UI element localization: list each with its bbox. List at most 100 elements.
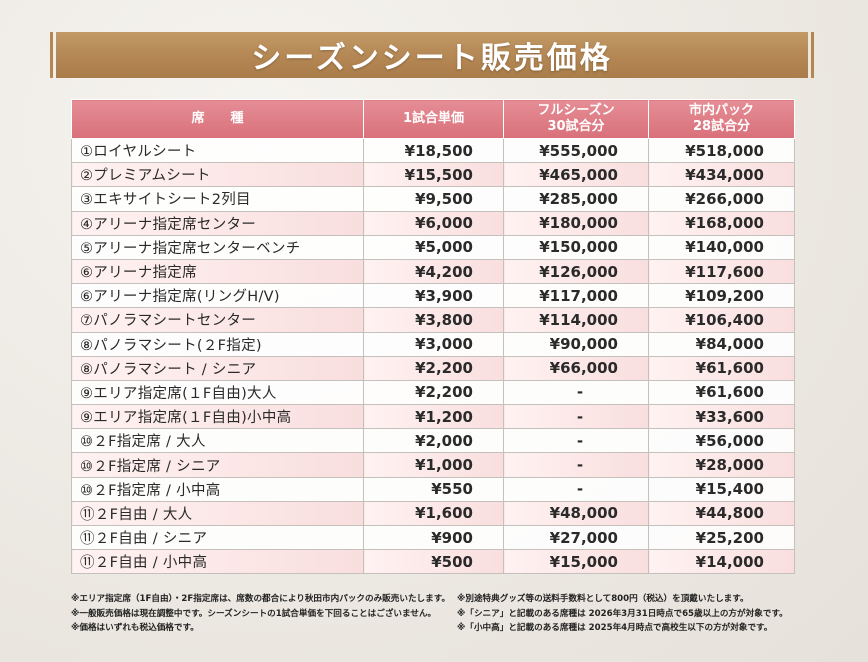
full-season-price-cell: - [503,379,649,406]
city-pack-price-cell: ¥434,000 [648,162,795,188]
full-season-price-cell: - [503,404,649,430]
note-line: ※価格はいずれも税込価格です。 [71,623,199,633]
note-line: ※別途特典グッズ等の送料手数料として800円（税込）を頂戴いたします。 [457,594,749,604]
city-pack-price-cell: ¥61,600 [648,355,795,381]
table-row: ⑨エリア指定席(１F自由)小中高 ¥1,200- ¥33,600 [71,404,795,430]
header-city-pack-line2: 28試合分 [692,119,751,134]
header-full-season-line2: 30試合分 [547,119,605,134]
table-row: ⑪２F自由 / シニア ¥900 ¥27,000 ¥25,200 [71,524,795,551]
table-row: ⑨エリア指定席(１F自由)大人 ¥2,200- ¥61,600 [71,379,795,406]
table-row: ⑤アリーナ指定席センターベンチ ¥5,000 ¥150,000 ¥140,000 [71,234,795,260]
city-pack-price-cell: ¥117,600 [648,258,795,285]
banner-left-stripe [50,32,53,78]
table-row: ⑧パノラマシート / シニア ¥2,200 ¥66,000 ¥61,600 [71,355,795,381]
notes-left: ※エリア指定席（1F自由）・2F指定席は、席数の都合により秋田市内パックのみ販売… [71,592,450,636]
header-seat-type: 席 種 [71,99,364,139]
city-pack-price-cell: ¥25,200 [648,524,795,551]
seat-name-cell: ⑪２F自由 / シニア [71,524,364,551]
header-full-season: フルシーズン 30試合分 [503,99,649,139]
header-full-season-line1: フルシーズン [537,103,615,118]
full-season-price-cell: ¥117,000 [503,283,649,309]
table-row: ④アリーナ指定席センター ¥6,000 ¥180,000 ¥168,000 [71,210,795,236]
table-row: ⑩２F指定席 / シニア ¥1,000- ¥28,000 [71,452,795,478]
table-row: ⑦パノラマシートセンター ¥3,800 ¥114,000 ¥106,400 [71,307,795,333]
seat-name-cell: ⑥アリーナ指定席(リングH/V) [71,283,364,309]
city-pack-price-cell: ¥15,400 [648,476,795,502]
page-title: シーズンシート販売価格 [251,41,613,76]
full-season-price-cell: ¥15,000 [503,549,649,575]
seat-name-cell: ⑨エリア指定席(１F自由)小中高 [71,404,364,430]
note-line: ※エリア指定席（1F自由）・2F指定席は、席数の都合により秋田市内パックのみ販売… [71,594,451,604]
table-row: ①ロイヤルシート ¥18,500 ¥555,000 ¥518,000 [71,137,795,164]
seat-name-cell: ⑧パノラマシート / シニア [71,355,364,381]
notes-right: ※別途特典グッズ等の送料手数料として800円（税込）を頂戴いたします。 ※「シニア… [457,592,788,636]
full-season-price-cell: ¥285,000 [503,186,649,212]
single-price-cell: ¥1,600 [363,500,504,527]
note-line: ※「シニア」と記載のある席種は 2026年3月31日時点で65歳以上の方が対象で… [457,608,788,619]
city-pack-price-cell: ¥14,000 [648,549,795,575]
table-row: ⑥アリーナ指定席 ¥4,200 ¥126,000 ¥117,600 [71,258,795,285]
table-row: ⑥アリーナ指定席(リングH/V) ¥3,900 ¥117,000 ¥109,200 [71,283,795,309]
city-pack-price-cell: ¥84,000 [648,331,795,357]
full-season-price-cell: ¥90,000 [503,331,649,357]
city-pack-price-cell: ¥168,000 [648,210,795,236]
city-pack-price-cell: ¥56,000 [648,428,795,454]
table-row: ②プレミアムシート ¥15,500 ¥465,000 ¥434,000 [71,162,795,188]
table-row: ③エキサイトシート2列目 ¥9,500 ¥285,000 ¥266,000 [71,186,795,212]
header-city-pack-line1: 市内パック [688,103,754,118]
full-season-price-cell: ¥126,000 [503,258,649,285]
full-season-price-cell: - [503,428,649,454]
seat-name-cell: ⑪２F自由 / 大人 [71,500,364,527]
title-banner: シーズンシート販売価格 [50,32,814,78]
header-city-pack: 市内パック 28試合分 [648,99,795,139]
full-season-price-cell: ¥465,000 [503,162,649,188]
banner-right-stripe [811,32,814,78]
table-row: ⑧パノラマシート(２F指定) ¥3,000 ¥90,000 ¥84,000 [71,331,795,357]
city-pack-price-cell: ¥140,000 [648,234,795,260]
full-season-price-cell: ¥555,000 [503,137,649,164]
single-price-cell: ¥2,200 [363,379,504,406]
seat-name-cell: ①ロイヤルシート [71,137,364,164]
full-season-price-cell: ¥27,000 [503,524,649,551]
seat-name-cell: ⑦パノラマシートセンター [71,307,364,333]
table-header-row: 席 種 1試合単価 フルシーズン 30試合分 市内パック 28試合分 [71,99,795,139]
seat-name-cell: ⑩２F指定席 / シニア [71,452,364,478]
city-pack-price-cell: ¥518,000 [648,137,795,164]
price-table-body: ①ロイヤルシート ¥18,500 ¥555,000 ¥518,000 ②プレミアムシート… [71,137,795,575]
city-pack-price-cell: ¥109,200 [648,283,795,309]
table-row: ⑪２F自由 / 大人 ¥1,600 ¥48,000 ¥44,800 [71,500,795,527]
full-season-price-cell: - [503,452,649,478]
seat-name-cell: ⑩２F指定席 / 小中高 [71,476,364,502]
single-price-cell: ¥15,500 [363,162,504,188]
full-season-price-cell: ¥180,000 [503,210,649,236]
city-pack-price-cell: ¥106,400 [648,307,795,333]
single-price-cell: ¥500 [363,549,504,575]
city-pack-price-cell: ¥61,600 [648,379,795,406]
single-price-cell: ¥3,800 [363,307,504,333]
table-row: ⑩２F指定席 / 小中高 ¥550- ¥15,400 [71,476,795,502]
city-pack-price-cell: ¥266,000 [648,186,795,212]
single-price-cell: ¥2,000 [363,428,504,454]
note-line: ※一般販売価格は現在調整中です。シーズンシートの1試合単価を下回ることはございま… [71,608,437,619]
seat-name-cell: ⑥アリーナ指定席 [71,258,364,285]
city-pack-price-cell: ¥28,000 [648,452,795,478]
single-price-cell: ¥18,500 [363,137,504,164]
single-price-cell: ¥4,200 [363,258,504,285]
seat-name-cell: ②プレミアムシート [71,162,364,188]
seat-name-cell: ⑤アリーナ指定席センターベンチ [71,234,364,260]
table-row: ⑩２F指定席 / 大人 ¥2,000- ¥56,000 [71,428,795,454]
seat-name-cell: ⑧パノラマシート(２F指定) [71,331,364,357]
full-season-price-cell: - [503,476,649,502]
city-pack-price-cell: ¥33,600 [648,404,795,430]
single-price-cell: ¥2,200 [363,355,504,381]
note-line: ※「小中高」と記載のある席種は 2025年4月時点で高校生以下の方が対象です。 [457,623,773,633]
single-price-cell: ¥1,000 [363,452,504,478]
single-price-cell: ¥9,500 [363,186,504,212]
seat-name-cell: ⑩２F指定席 / 大人 [71,428,364,454]
single-price-cell: ¥3,000 [363,331,504,357]
single-price-cell: ¥5,000 [363,234,504,260]
single-price-cell: ¥900 [363,524,504,551]
single-price-cell: ¥6,000 [363,210,504,236]
seat-name-cell: ④アリーナ指定席センター [71,210,364,236]
single-price-cell: ¥3,900 [363,283,504,309]
